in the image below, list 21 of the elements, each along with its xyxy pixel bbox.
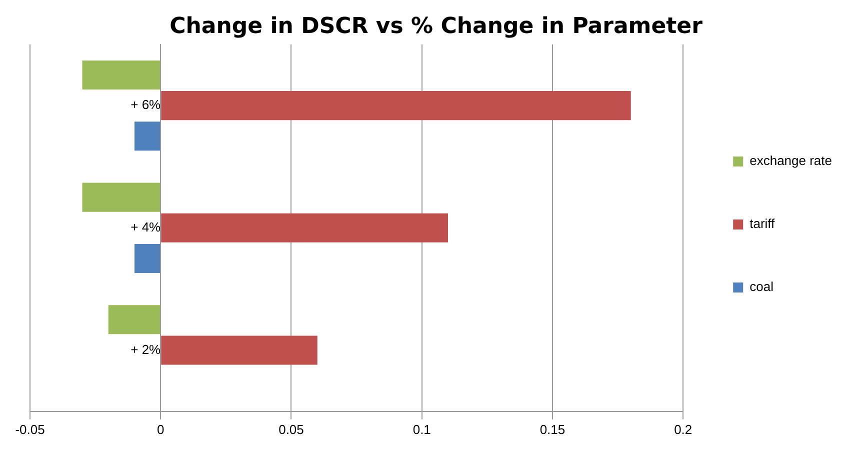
legend-label: tariff: [750, 216, 776, 232]
y-tick-label: + 4%: [130, 219, 162, 234]
bar: [108, 305, 160, 334]
bar: [161, 336, 318, 365]
x-tick-label: 0: [157, 422, 164, 437]
bar: [82, 182, 160, 212]
x-tick-label: 0.15: [540, 422, 566, 437]
y-tick-label: + 2%: [130, 342, 162, 357]
bar: [134, 122, 160, 151]
bar: [161, 213, 448, 242]
legend-label: exchange rate: [750, 153, 832, 168]
x-tick-label: -0.05: [15, 422, 45, 437]
bar: [161, 91, 631, 120]
y-tick-label: + 6%: [130, 97, 162, 112]
x-tick-label: 0.2: [674, 422, 692, 437]
bar: [134, 244, 160, 274]
x-tick-label: 0.05: [278, 422, 304, 437]
chart-title: Change in DSCR vs % Change in Parameter: [170, 14, 703, 39]
bar: [82, 60, 160, 90]
x-tick-label: 0.1: [412, 422, 431, 437]
legend-label: coal: [750, 279, 774, 294]
